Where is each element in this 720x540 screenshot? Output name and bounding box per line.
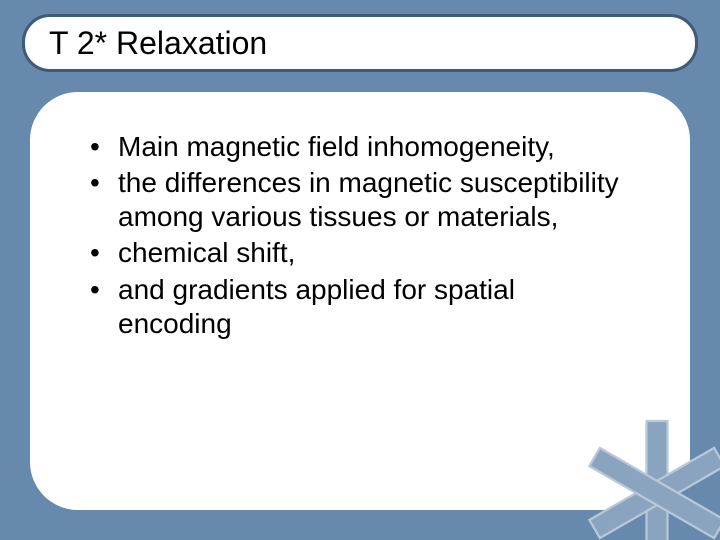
list-item: and gradients applied for spatial encodi…: [90, 273, 630, 341]
list-item: chemical shift,: [90, 236, 630, 270]
bullet-list: Main magnetic field inhomogeneity, the d…: [30, 92, 690, 341]
slide-title: T 2* Relaxation: [49, 25, 267, 62]
list-item: Main magnetic field inhomogeneity,: [90, 130, 630, 164]
title-bar: T 2* Relaxation: [22, 14, 698, 72]
list-item: the differences in magnetic susceptibili…: [90, 166, 630, 234]
content-panel: Main magnetic field inhomogeneity, the d…: [30, 92, 690, 510]
